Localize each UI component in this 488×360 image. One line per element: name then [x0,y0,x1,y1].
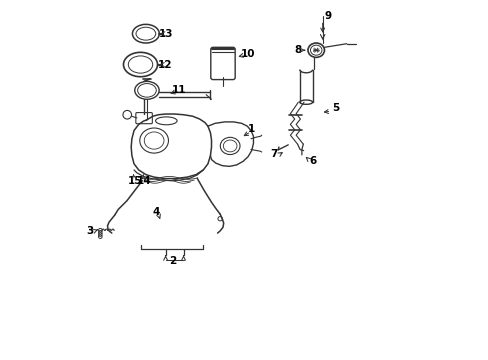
Text: 3: 3 [86,226,93,236]
Text: 11: 11 [172,85,186,95]
Text: 14: 14 [137,176,151,186]
Text: 12: 12 [157,59,172,69]
Text: 13: 13 [158,29,172,39]
Text: 10: 10 [241,49,255,59]
Text: 15: 15 [128,176,142,186]
Text: 6: 6 [309,156,316,166]
Text: 5: 5 [332,103,339,113]
Text: 2: 2 [169,256,176,266]
Text: 4: 4 [153,207,160,217]
Text: 8: 8 [294,45,301,55]
Text: 7: 7 [270,149,277,159]
Text: 9: 9 [324,11,330,21]
Text: 1: 1 [247,124,254,134]
